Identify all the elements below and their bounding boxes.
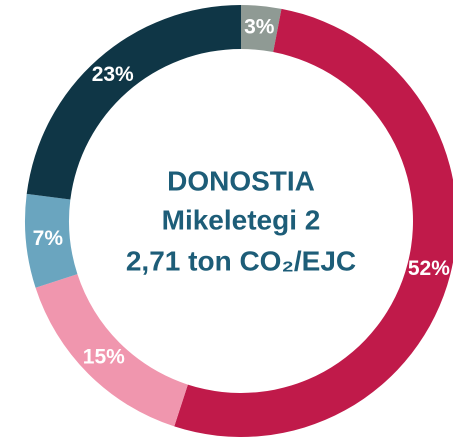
donut-segment: [24, 193, 78, 288]
center-subtitle: Mikeletegi 2: [162, 204, 321, 235]
segment-label: 23%: [92, 63, 134, 86]
donut-segment: [174, 8, 453, 437]
segment-label: 7%: [33, 227, 64, 250]
center-title: DONOSTIA: [167, 165, 315, 196]
segment-label: 3%: [244, 15, 275, 38]
segments: [24, 5, 453, 437]
segment-label: 52%: [408, 257, 450, 280]
segment-label: 15%: [83, 346, 125, 369]
donut-segment: [241, 5, 282, 53]
donut-segment: [35, 274, 188, 427]
center-value: 2,71 ton CO₂/EJC: [126, 245, 356, 276]
donut-segment: [26, 5, 242, 200]
